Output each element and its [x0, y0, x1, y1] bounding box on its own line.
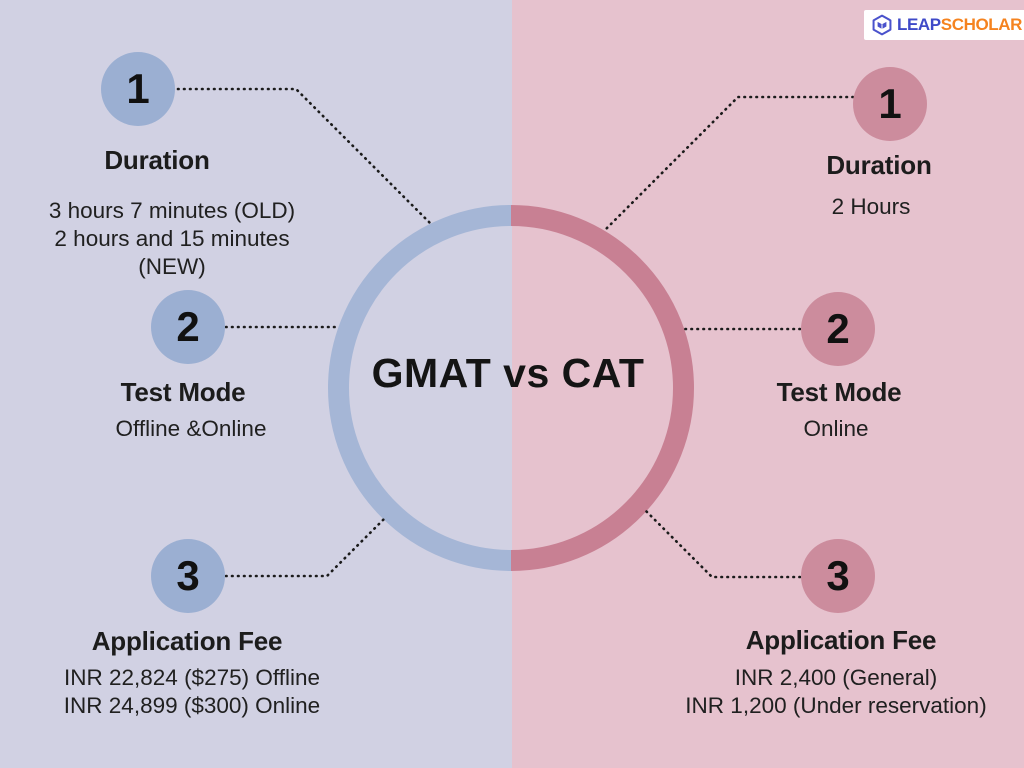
gmat-item-2-number: 2: [176, 303, 200, 350]
gmat-item-3-title: Application Fee: [91, 626, 283, 656]
connector-cat-item-3: [644, 509, 802, 579]
gmat-item-1-title: Duration: [104, 145, 210, 175]
gmat-item-1-body: 3 hours 7 minutes (OLD) 2 hours and 15 m…: [49, 197, 295, 281]
connector-cat-item-1: [602, 95, 855, 233]
cat-item-3-number-badge: 3: [801, 539, 875, 613]
cat-item-1-number-badge: 1: [853, 67, 927, 141]
gmat-item-3-number: 3: [176, 552, 200, 599]
gmat-item-3-line-1: INR 22,824 ($275) Offline: [64, 665, 320, 690]
cat-side-background: [512, 0, 1024, 768]
gmat-item-2-number-badge: 2: [151, 290, 225, 364]
center-ring-left-half: [328, 205, 512, 571]
cat-item-2-number-badge: 2: [801, 292, 875, 366]
gmat-item-2-line-1: Offline &Online: [115, 416, 267, 441]
gmat-item-3-number-badge: 3: [151, 539, 225, 613]
cat-item-3-line-2: INR 1,200 (Under reservation): [685, 693, 987, 718]
gmat-item-1-number: 1: [126, 65, 150, 112]
gmat-item-3-line-2: INR 24,899 ($300) Online: [63, 693, 321, 718]
gmat-item-1-line-3: (NEW): [138, 254, 206, 279]
cat-item-1-body: 2 Hours: [832, 193, 911, 221]
logo-text-leap: LEAP: [897, 15, 941, 34]
logo-wordmark: LEAPSCHOLAR: [897, 15, 1022, 35]
connector-gmat-item-1: [176, 87, 433, 226]
center-ring-right-half: [510, 205, 694, 571]
cat-item-3-number: 3: [826, 552, 850, 599]
cat-item-2-line-1: Online: [803, 416, 869, 441]
gmat-side-background: [0, 0, 512, 768]
connector-gmat-item-3: [224, 517, 386, 578]
cat-item-1-title: Duration: [826, 150, 932, 180]
gmat-item-1-number-badge: 1: [101, 52, 175, 126]
cat-item-2-body: Online: [803, 415, 868, 443]
gmat-item-1-line-2: 2 hours and 15 minutes: [54, 226, 290, 251]
gmat-item-2-body: Offline &Online: [116, 415, 267, 443]
cat-item-3-body: INR 2,400 (General) INR 1,200 (Under res…: [685, 664, 986, 720]
cat-item-2-title: Test Mode: [776, 377, 902, 407]
cat-item-1-number: 1: [878, 80, 902, 127]
cat-item-2-number: 2: [826, 305, 850, 352]
logo-text-scholar: SCHOLAR: [940, 15, 1023, 34]
gmat-item-2-title: Test Mode: [120, 377, 246, 407]
cube-book-icon: [871, 14, 893, 36]
cat-item-3-line-1: INR 2,400 (General): [734, 665, 938, 690]
center-title: GMAT vs CAT: [371, 350, 645, 396]
leapscholar-logo: LEAPSCHOLAR: [864, 10, 1024, 40]
gmat-item-1-line-1: 3 hours 7 minutes (OLD): [48, 198, 296, 223]
cat-item-3-title: Application Fee: [745, 625, 937, 655]
cat-item-1-line-1: 2 Hours: [831, 194, 911, 219]
gmat-item-3-body: INR 22,824 ($275) Offline INR 24,899 ($3…: [64, 664, 320, 720]
